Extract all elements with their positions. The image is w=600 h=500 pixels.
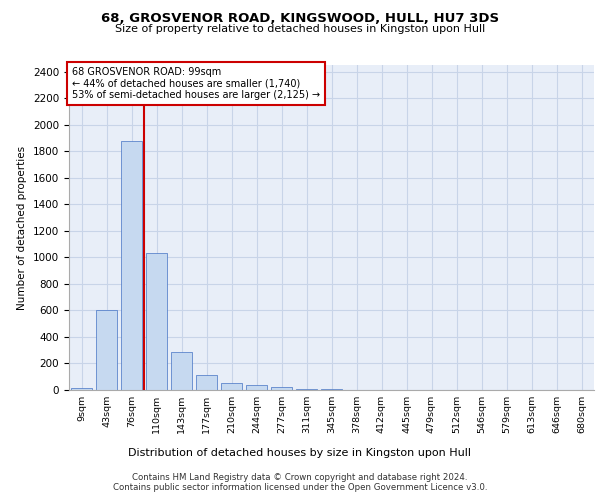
Bar	[271, 386, 292, 390]
Text: 68 GROSVENOR ROAD: 99sqm
← 44% of detached houses are smaller (1,740)
53% of sem: 68 GROSVENOR ROAD: 99sqm ← 44% of detach…	[71, 66, 320, 100]
Bar	[96, 310, 117, 390]
Bar	[146, 254, 167, 390]
Text: Distribution of detached houses by size in Kingston upon Hull: Distribution of detached houses by size …	[128, 448, 472, 458]
Bar	[221, 384, 242, 390]
Bar	[71, 388, 92, 390]
Text: Contains HM Land Registry data © Crown copyright and database right 2024.: Contains HM Land Registry data © Crown c…	[132, 472, 468, 482]
Bar	[121, 140, 142, 390]
Text: Contains public sector information licensed under the Open Government Licence v3: Contains public sector information licen…	[113, 482, 487, 492]
Bar	[246, 386, 267, 390]
Text: Size of property relative to detached houses in Kingston upon Hull: Size of property relative to detached ho…	[115, 24, 485, 34]
Bar	[296, 388, 317, 390]
Bar	[196, 374, 217, 390]
Y-axis label: Number of detached properties: Number of detached properties	[17, 146, 28, 310]
Bar	[171, 352, 192, 390]
Text: 68, GROSVENOR ROAD, KINGSWOOD, HULL, HU7 3DS: 68, GROSVENOR ROAD, KINGSWOOD, HULL, HU7…	[101, 12, 499, 26]
